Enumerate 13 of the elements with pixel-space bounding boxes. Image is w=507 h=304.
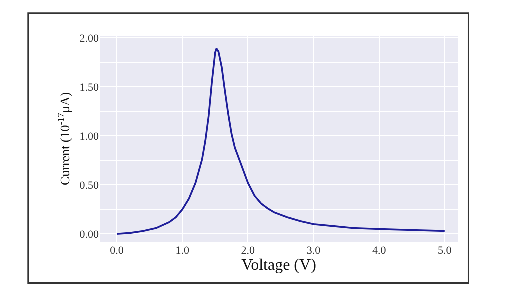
x-tick-label: 0.0 <box>110 245 124 257</box>
x-tick-label: 1.0 <box>176 245 190 257</box>
line-series <box>116 48 446 236</box>
y-tick-label: 0.00 <box>80 229 100 241</box>
x-tick-label: 2.0 <box>241 245 256 257</box>
x-tick-label: 5.0 <box>438 245 452 257</box>
x-tick-label: 4.0 <box>372 245 387 257</box>
x-axis-title: Voltage (V) <box>242 257 316 274</box>
y-tick-label: 2.00 <box>80 32 100 45</box>
x-tick-label: 3.0 <box>306 245 322 257</box>
y-tick-label: 1.50 <box>80 82 100 94</box>
y-tick-label: 1.00 <box>80 130 100 143</box>
y-tick-label: 0.50 <box>80 180 100 192</box>
